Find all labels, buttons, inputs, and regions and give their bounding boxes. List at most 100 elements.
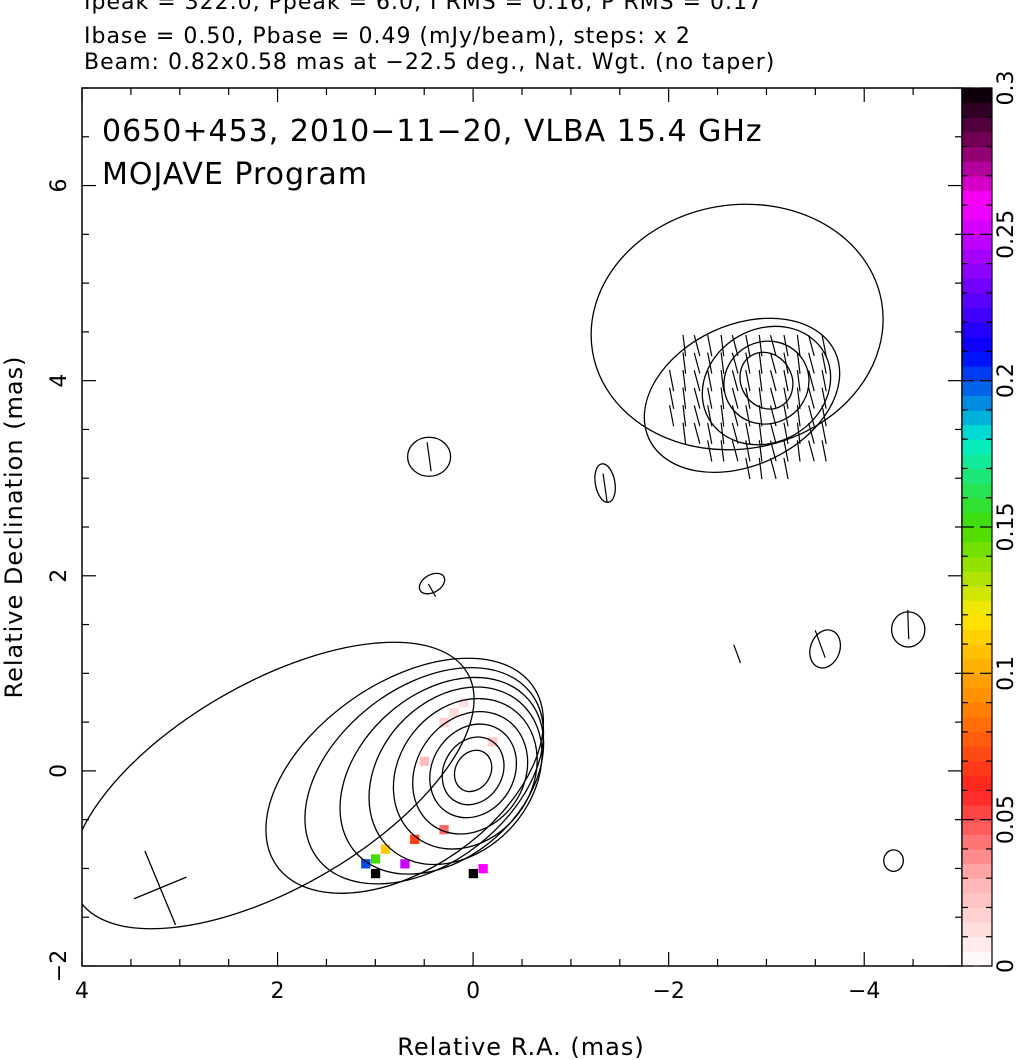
x-tick-label: −2: [652, 979, 684, 1004]
evpa-vector: [745, 334, 751, 357]
evpa-vector: [426, 442, 432, 472]
colorbar-segment: [962, 541, 992, 557]
evpa-vector: [682, 405, 687, 427]
colorbar-segment: [962, 146, 992, 162]
isolated-contour: [883, 849, 904, 873]
evpa-vector: [668, 405, 675, 427]
evpa-vector: [682, 334, 687, 357]
evpa-vector: [758, 387, 763, 409]
source-title: 0650+453, 2010−11−20, VLBA 15.4 GHz: [102, 114, 763, 149]
colorbar-segment: [962, 936, 992, 952]
core-contour: [453, 749, 493, 793]
colorbar-tick-label: 0.3: [994, 71, 1019, 106]
header-stats-line-1: Ipeak = 322.0, Ppeak = 6.0, I RMS = 0.16…: [84, 0, 763, 15]
x-axis-label: Relative R.A. (mas): [397, 1033, 644, 1060]
evpa-vector: [796, 334, 801, 357]
colorbar-segment: [962, 775, 992, 791]
colorbar-segment: [962, 834, 992, 850]
x-tick-label: 0: [466, 979, 480, 1004]
polarization-pixel: [468, 868, 479, 879]
colorbar-segment: [962, 863, 992, 879]
evpa-vector: [796, 440, 801, 462]
isolated-contour: [418, 572, 446, 595]
colorbar-segment: [962, 746, 992, 762]
colorbar-segment: [962, 292, 992, 309]
evpa-vector: [769, 370, 777, 392]
evpa-vector: [707, 370, 713, 392]
colorbar-segment: [962, 922, 992, 938]
evpa-vector: [731, 440, 739, 462]
evpa-vector: [745, 422, 751, 444]
evpa-vector: [745, 370, 751, 392]
evpa-vector: [821, 352, 827, 374]
program-label: MOJAVE Program: [102, 157, 368, 192]
jet-contour: [643, 317, 841, 473]
colorbar-tick-label: 0.1: [994, 656, 1019, 691]
isolated-contour: [594, 463, 616, 504]
colorbar-segment: [962, 570, 992, 587]
evpa-vector: [783, 457, 789, 480]
evpa-vector: [769, 335, 777, 357]
evpa-vector: [731, 370, 739, 392]
evpa-vector: [821, 405, 827, 427]
evpa-vector: [808, 387, 815, 409]
jet-contour: [739, 351, 794, 410]
colorbar-segment: [962, 366, 992, 382]
jet-contour: [701, 325, 832, 446]
evpa-vector: [808, 352, 815, 374]
colorbar-segment: [962, 88, 992, 104]
plot-frame: [81, 87, 963, 967]
evpa-vector: [682, 369, 687, 392]
isolated-contour: [406, 436, 452, 477]
evpa-vector: [745, 440, 751, 462]
evpa-vector: [796, 405, 801, 427]
evpa-vector: [796, 352, 801, 374]
y-axis-label: Relative Declination (mas): [0, 355, 28, 698]
evpa-vector: [720, 422, 725, 445]
evpa-vector: [769, 422, 777, 444]
evpa-vector: [682, 422, 687, 445]
core-contour: [441, 736, 505, 806]
polarization-pixel: [370, 854, 381, 864]
evpa-vector: [814, 630, 826, 659]
evpa-vector: [783, 370, 789, 392]
evpa-vector: [707, 352, 713, 374]
colorbar-segment: [962, 600, 992, 616]
polarization-pixel: [419, 756, 430, 767]
evpa-vector: [693, 387, 701, 409]
core-contour: [304, 667, 545, 885]
colorbar-segment: [962, 614, 992, 631]
colorbar-segment: [962, 658, 992, 674]
evpa-vector: [745, 405, 751, 427]
evpa-vector: [783, 352, 789, 374]
colorbar-segment: [962, 819, 992, 835]
polarization-pixel: [439, 825, 449, 835]
colorbar-segment: [962, 424, 992, 440]
evpa-vector: [907, 609, 910, 640]
colorbar-segment: [962, 278, 992, 294]
colorbar-segment: [962, 805, 992, 821]
colorbar-segment: [962, 336, 992, 352]
core-contour: [429, 723, 518, 819]
evpa-vector: [808, 440, 815, 462]
jet-contour: [723, 340, 810, 425]
colorbar-segment: [962, 219, 992, 235]
polarization-pixel: [380, 844, 391, 854]
colorbar-segment: [962, 790, 992, 806]
y-tick-label: −2: [47, 950, 72, 982]
evpa-vector: [693, 405, 701, 427]
evpa-vector: [707, 440, 713, 462]
colorbar-segment: [962, 234, 992, 250]
isolated-contour: [809, 629, 842, 669]
evpa-vector: [808, 422, 815, 444]
evpa-vector: [731, 335, 739, 357]
evpa-vector: [731, 422, 739, 444]
evpa-vector: [707, 334, 713, 357]
evpa-vector: [821, 387, 827, 409]
evpa-vector: [731, 387, 739, 409]
evpa-vector: [693, 352, 701, 374]
evpa-vector: [821, 334, 827, 357]
evpa-vector: [783, 334, 789, 357]
evpa-vector: [720, 352, 725, 374]
